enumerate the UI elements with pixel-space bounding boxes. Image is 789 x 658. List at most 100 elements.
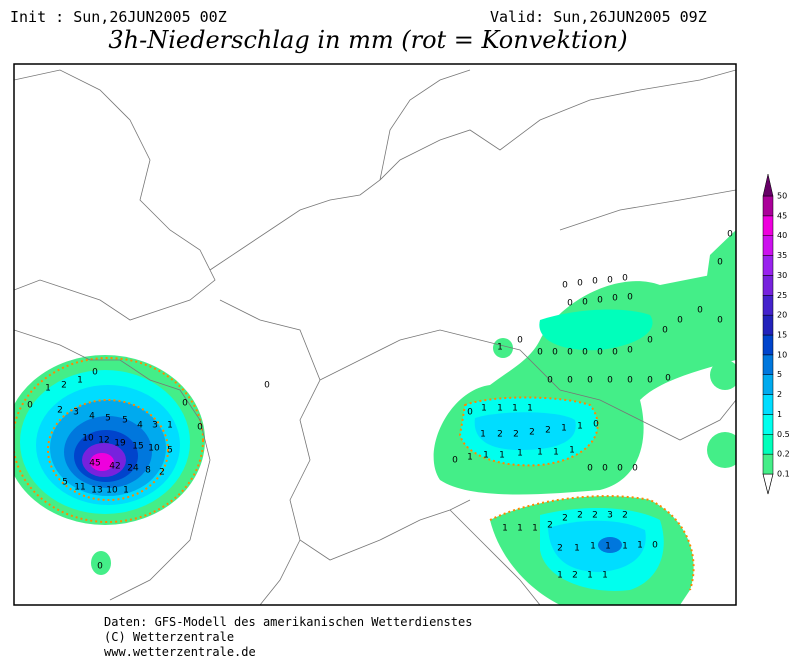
colorbar-label: 40 [777, 231, 787, 240]
contour-label: 0 [92, 368, 98, 378]
contour-label: 1 [502, 524, 508, 534]
contour-label: 1 [569, 446, 575, 456]
contour-label: 2 [562, 514, 568, 524]
contour-label: 1 [123, 486, 129, 496]
contour-label: 0 [612, 348, 618, 358]
contour-label: 1 [527, 404, 533, 414]
contour-label: 0 [452, 456, 458, 466]
contour-label: 5 [167, 446, 173, 456]
contour-label: 0 [607, 376, 613, 386]
contour-label: 1 [167, 421, 173, 431]
contour-label: 1 [481, 404, 487, 414]
contour-label: 0 [627, 346, 633, 356]
contour-label: 1 [605, 542, 611, 552]
map-title: 3h-Niederschlag in mm (rot = Konvektion) [108, 26, 627, 54]
contour-label: 2 [577, 511, 583, 521]
contour-label: 0 [607, 276, 613, 286]
contour-label: 1 [537, 448, 543, 458]
colorbar-segment [762, 314, 774, 336]
colorbar-segment [762, 235, 774, 256]
contour-label: 1 [590, 542, 596, 552]
contour-label: 45 [89, 459, 100, 469]
colorbar-label: 15 [777, 331, 787, 340]
colorbar-label: 20 [777, 311, 787, 320]
contour-label: 0 [567, 348, 573, 358]
contour-label: 0 [592, 277, 598, 287]
contour-label: 0 [677, 316, 683, 326]
contour-label: 0 [697, 306, 703, 316]
footer-line: (C) Wetterzentrale [104, 630, 234, 644]
contour-label: 11 [74, 483, 85, 493]
contour-label: 1 [483, 451, 489, 461]
contour-label: 1 [577, 422, 583, 432]
contour-label: 12 [98, 436, 109, 446]
contour-label: 0 [602, 464, 608, 474]
contour-label: 2 [572, 571, 578, 581]
colorbar-label: 45 [777, 211, 787, 220]
colorbar-label: 1 [777, 410, 782, 419]
contour-label: 19 [114, 439, 126, 449]
colorbar-arrow-top [762, 173, 774, 197]
precip-west [14, 355, 205, 575]
contour-label: 0 [632, 464, 638, 474]
contour-label: 0 [612, 294, 618, 304]
colorbar-label: 25 [777, 291, 787, 300]
contour-label: 0 [717, 258, 723, 268]
contour-label: 0 [582, 298, 588, 308]
contour-label: 5 [105, 414, 111, 424]
contour-label: 4 [89, 412, 95, 422]
contour-label: 0 [264, 381, 270, 391]
contour-label: 0 [622, 274, 628, 284]
contour-label: 0 [717, 316, 723, 326]
contour-label: 1 [45, 384, 51, 394]
map-area: 01 2 102 3 4 5 5 4 3 110 12 19 15 10 545 42 24 8 25 11 13 10 1… [14, 69, 736, 605]
contour-label: 0 [582, 348, 588, 358]
contour-label: 0 [597, 348, 603, 358]
contour-label: 0 [587, 464, 593, 474]
init-time: Init : Sun,26JUN2005 00Z [10, 8, 227, 26]
contour-label: 0 [27, 401, 33, 411]
contour-label: 1 [574, 544, 580, 554]
contour-label: 0 [552, 348, 558, 358]
contour-label: 1 [587, 571, 593, 581]
contour-label: 2 [529, 428, 535, 438]
contour-label: 0 [567, 299, 573, 309]
contour-label: 1 [497, 343, 503, 353]
contour-label: 0 [567, 376, 573, 386]
contour-label: 1 [561, 424, 567, 434]
colorbar-segment [762, 394, 774, 415]
contour-label: 1 [77, 376, 83, 386]
precip-east [433, 230, 736, 605]
map-frame [13, 63, 737, 606]
coastlines [14, 69, 736, 605]
colorbar-segment [762, 255, 774, 276]
colorbar-label: 10 [777, 350, 787, 359]
contour-label: 1 [517, 449, 523, 459]
contour-label: 8 [145, 466, 151, 476]
contour-label: 0 [727, 230, 733, 240]
contour-label: 10 [106, 486, 118, 496]
contour-label: 0 [537, 348, 543, 358]
contour-label: 13 [91, 486, 102, 496]
contour-label: 0 [562, 281, 568, 291]
contour-label: 2 [592, 511, 598, 521]
colorbar-label: 0.1 [777, 470, 789, 479]
contour-label: 0 [665, 374, 671, 384]
contour-label: 2 [545, 426, 551, 436]
colorbar-label: 35 [777, 251, 787, 260]
contour-label: 0 [577, 279, 583, 289]
colorbar-segment [762, 195, 774, 217]
contour-label: 15 [132, 442, 143, 452]
footer-line: www.wetterzentrale.de [104, 645, 256, 658]
contour-label: 0 [197, 423, 203, 433]
footer-line: Daten: GFS-Modell des amerikanischen Wet… [104, 615, 472, 629]
contour-label: 0 [597, 296, 603, 306]
contour-label: 0 [627, 293, 633, 303]
contour-label: 1 [512, 404, 518, 414]
colorbar-segment [762, 334, 774, 356]
contour-label: 1 [517, 524, 523, 534]
contour-label: 0 [617, 464, 623, 474]
contour-label: 1 [499, 451, 505, 461]
colorbar-segment [762, 275, 774, 296]
